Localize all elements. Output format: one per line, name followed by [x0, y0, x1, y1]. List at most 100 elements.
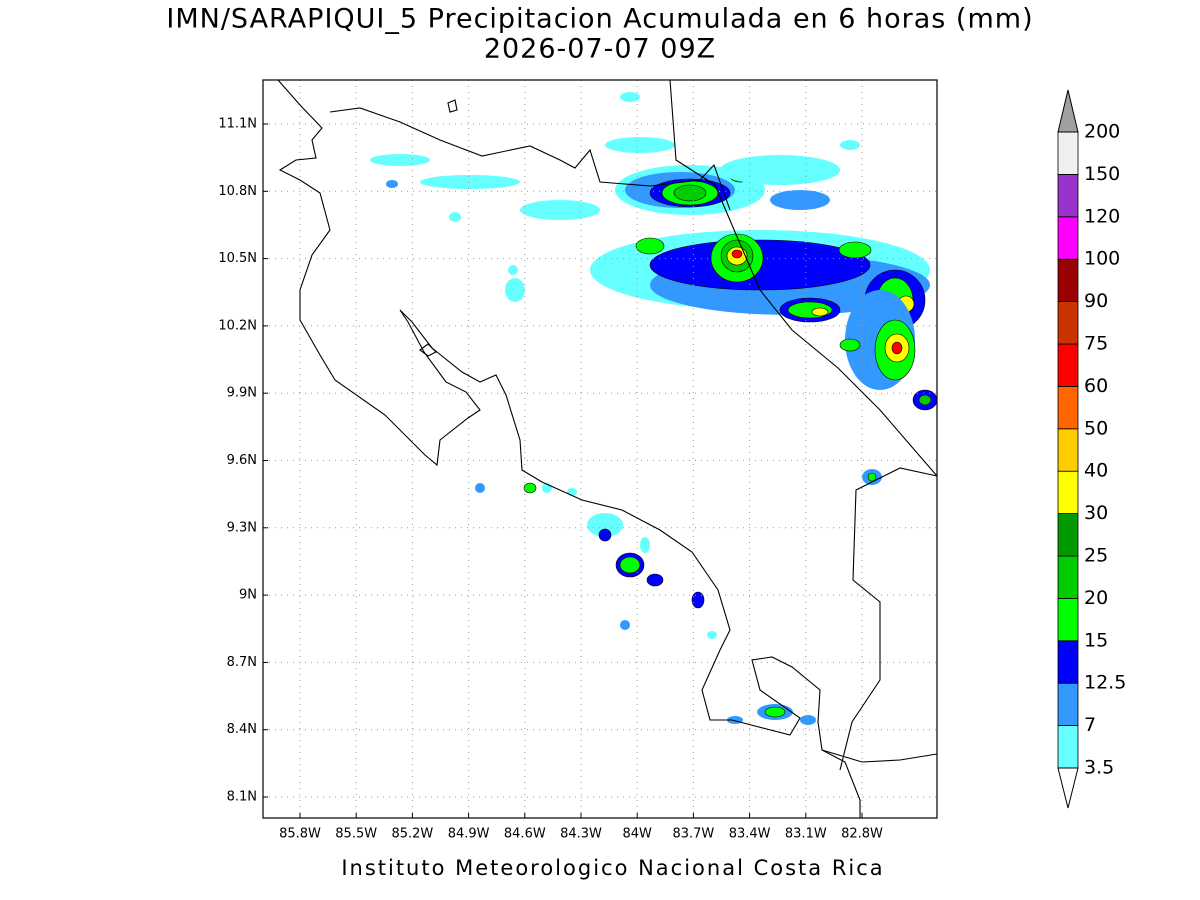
coastline	[669, 79, 938, 477]
colorbar-segment	[1057, 216, 1079, 260]
colorbar-label: 150	[1084, 163, 1120, 185]
colorbar-label: 75	[1084, 333, 1108, 355]
precip-area	[475, 483, 485, 493]
lat-tick-label: 8.4N	[227, 722, 257, 737]
map-frame	[262, 79, 938, 819]
precip-area	[707, 631, 717, 639]
footer: Instituto Meteorologico Nacional Costa R…	[341, 856, 884, 880]
precip-area	[508, 265, 518, 275]
precip-area	[587, 513, 623, 537]
precip-area	[731, 249, 743, 259]
colorbar-label: 12.5	[1084, 672, 1126, 694]
lat-tick-label: 11.1N	[218, 117, 257, 132]
lon-tick-label: 83.7W	[672, 827, 714, 842]
precip-area	[605, 137, 675, 153]
precip-area	[764, 706, 786, 718]
colorbar-label: 30	[1084, 502, 1108, 524]
precip-area	[918, 394, 932, 406]
lon-tick-label: 85.5W	[335, 827, 377, 842]
colorbar-segment	[1057, 640, 1079, 684]
precip-area	[620, 620, 630, 630]
lat-tick-label: 8.7N	[227, 655, 257, 670]
precip-area	[840, 140, 860, 150]
map-subtitle: 2026-07-07 09Z	[484, 34, 716, 65]
lat-tick-label: 8.1N	[227, 790, 257, 805]
precip-area	[420, 175, 520, 189]
colorbar-segment	[1057, 428, 1079, 472]
precip-area	[523, 482, 537, 494]
colorbar-label: 40	[1084, 460, 1108, 482]
precip-area	[619, 556, 641, 574]
precip-area	[520, 200, 600, 220]
colorbar-label: 15	[1084, 629, 1108, 651]
precip-area	[386, 180, 398, 188]
precip-area	[839, 338, 861, 352]
lon-tick-label: 83.4W	[729, 827, 771, 842]
lat-tick-label: 10.8N	[218, 184, 257, 199]
lat-tick-label: 9.3N	[227, 520, 257, 535]
coastlines	[277, 79, 938, 818]
lon-tick-label: 84.6W	[504, 827, 546, 842]
lon-tick-label: 85.2W	[391, 827, 433, 842]
border	[329, 107, 731, 211]
colorbar-extend-bottom	[1057, 767, 1079, 809]
colorbar-segment	[1057, 725, 1079, 769]
colorbar-label: 120	[1084, 205, 1120, 227]
colorbar-label: 3.5	[1084, 757, 1114, 779]
colorbar-label: 25	[1084, 545, 1108, 567]
colorbar-segment	[1057, 258, 1079, 303]
precip-area	[811, 307, 829, 317]
precip-area	[891, 341, 903, 355]
colorbar-segment	[1057, 598, 1079, 642]
lon-tick-label: 84.3W	[560, 827, 602, 842]
precip-area	[620, 92, 640, 102]
lat-tick-label: 10.5N	[218, 251, 257, 266]
colorbar-label: 60	[1084, 375, 1108, 397]
lon-tick-label: 84.9W	[448, 827, 490, 842]
lat-tick-label: 10.2N	[218, 318, 257, 333]
colorbar-label: 90	[1084, 290, 1108, 312]
colorbar-segment	[1057, 173, 1079, 218]
colorbar-segment	[1057, 343, 1079, 387]
lon-tick-label: 83.1W	[785, 827, 827, 842]
colorbar-segment	[1057, 555, 1079, 599]
lat-tick-label: 9.9N	[227, 386, 257, 401]
precip-area	[635, 237, 665, 255]
colorbar: 3.5 7 12.5 15 20 25 30 40 50 60 75 90 100 120 150 200	[1057, 89, 1126, 809]
precip-area	[598, 528, 612, 542]
precip-area	[691, 591, 705, 609]
colorbar-segment	[1057, 470, 1079, 515]
precip-area	[867, 472, 877, 482]
lat-tick-label: 9N	[239, 588, 257, 603]
colorbar-segment	[1057, 682, 1079, 727]
lat-tick-label: 9.6N	[227, 453, 257, 468]
precip-area	[449, 212, 461, 222]
colorbar-segment	[1057, 301, 1079, 345]
coastline	[821, 749, 938, 763]
colorbar-segment	[1057, 131, 1079, 175]
precip-area	[370, 154, 430, 166]
precip-area	[640, 537, 650, 553]
precip-field	[370, 92, 938, 725]
colorbar-extend-top	[1057, 89, 1079, 133]
colorbar-label: 50	[1084, 417, 1108, 439]
precip-area	[567, 488, 577, 496]
precip-area	[505, 278, 525, 302]
lon-tick-label: 84W	[622, 827, 652, 842]
island	[419, 99, 458, 357]
map-title: IMN/SARAPIQUI_5 Precipitacion Acumulada …	[166, 4, 1033, 35]
precip-area	[838, 241, 872, 259]
lon-tick-label: 82.8W	[841, 827, 883, 842]
colorbar-label: 200	[1084, 121, 1120, 143]
lon-tick-label: 85.8W	[279, 827, 321, 842]
colorbar-label: 100	[1084, 248, 1120, 270]
colorbar-label: 20	[1084, 587, 1108, 609]
coastline	[277, 79, 861, 818]
border	[839, 467, 938, 771]
precip-area	[646, 573, 664, 587]
grid	[263, 80, 937, 818]
precip-area	[800, 715, 816, 725]
precip-area	[673, 184, 707, 202]
